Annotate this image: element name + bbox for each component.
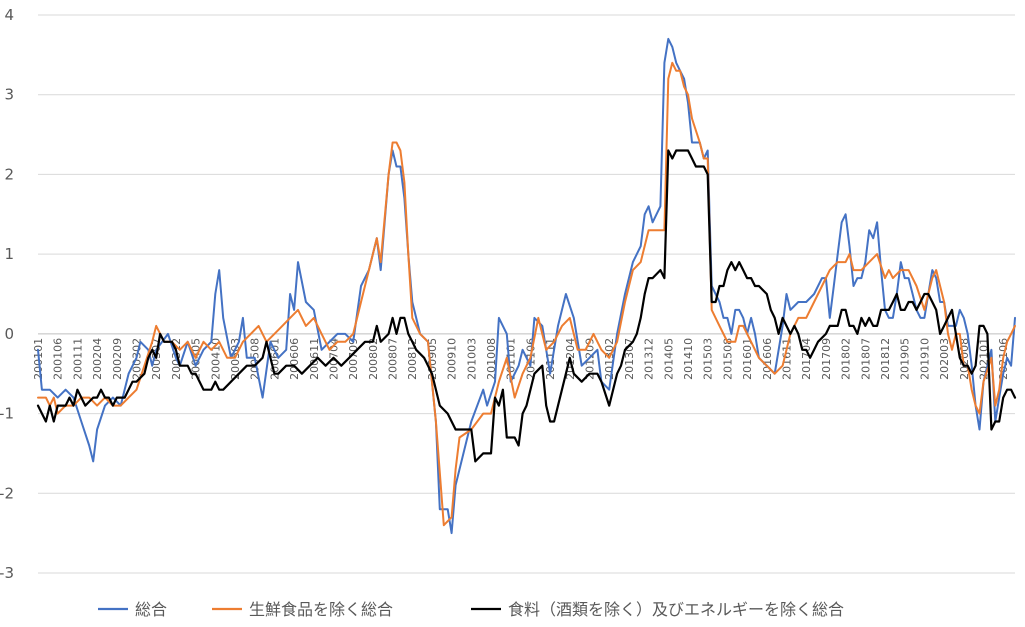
x-tick-label: 200106 [52,338,65,380]
x-tick-label: 201312 [643,338,656,380]
series-lines [36,37,1017,535]
x-tick-label: 201410 [682,338,695,380]
y-tick-label: 3 [4,86,14,104]
x-tick-label: 201508 [721,338,734,380]
x-tick-label: 200802 [367,338,380,380]
x-axis-tick-labels: 200101 200106 200111 200204 200209 200302 2003… [32,338,1010,380]
x-tick-label: 201405 [662,338,675,380]
x-tick-label: 200209 [111,338,124,380]
x-tick-label: 201812 [879,338,892,380]
series-line-2 [37,61,1016,527]
x-tick-label: 201905 [899,338,912,380]
x-tick-label: 201611 [781,338,794,380]
series-line-1 [37,37,1016,535]
x-tick-label: 201601 [741,338,754,380]
x-tick-label: 201807 [859,338,872,380]
gridlines [38,14,1015,574]
x-tick-label: 202003 [938,338,951,380]
x-tick-label: 201709 [820,338,833,380]
series-line-3 [36,149,1017,463]
y-tick-label: -3 [0,564,14,582]
legend: 総合 生鮮食品を除く総合 食料（酒類を除く）及びエネルギーを除く総合 [98,600,844,619]
x-tick-label: 201503 [702,338,715,380]
x-tick-label: 200204 [91,338,104,380]
y-axis-tick-labels: -3 -2 -1 0 1 2 3 4 [0,6,14,582]
legend-label-2: 生鮮食品を除く総合 [249,600,393,619]
y-tick-label: -1 [0,405,14,423]
x-tick-label: 200601 [268,338,281,380]
y-tick-label: 1 [4,245,14,263]
x-tick-label: 201704 [800,338,813,380]
legend-label-1: 総合 [135,600,167,619]
x-tick-label: 200111 [71,338,84,380]
x-tick-label: 201802 [840,338,853,380]
x-tick-label: 201606 [761,338,774,380]
x-tick-label: 200611 [308,338,321,380]
y-tick-label: 4 [4,6,14,24]
x-tick-label: 200910 [446,338,459,380]
x-tick-label: 201910 [918,338,931,380]
y-tick-label: 2 [4,165,14,183]
y-tick-label: 0 [4,325,14,343]
x-tick-label: 201003 [465,338,478,380]
y-tick-label: -2 [0,484,14,502]
x-tick-label: 200709 [347,338,360,380]
x-tick-label: 200307 [150,338,163,380]
x-tick-label: 200807 [387,338,400,380]
x-tick-label: 200606 [288,338,301,380]
legend-label-3: 食料（酒類を除く）及びエネルギーを除く総合 [508,600,844,619]
